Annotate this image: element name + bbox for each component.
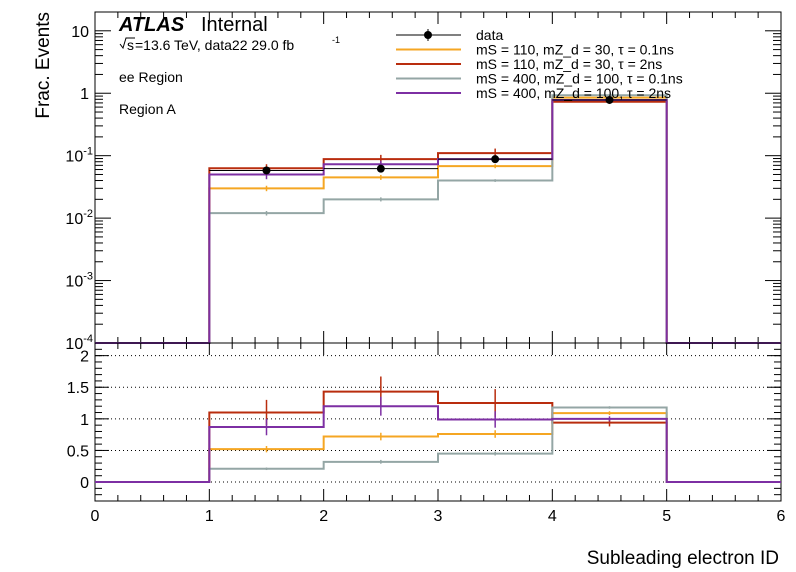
- annotations: ATLAS Internal s =13.6 TeV, data22 29.0 …: [118, 14, 340, 117]
- ratio-y-tick-label: 1: [80, 412, 89, 429]
- main-y-tick-label: 10-2: [65, 208, 93, 228]
- x-tick-label: 4: [548, 508, 557, 525]
- energy-s: s: [127, 37, 134, 53]
- main-y-tick-label: 10-1: [65, 146, 93, 166]
- x-tick-label: 6: [777, 508, 786, 525]
- main-series-line-0: [95, 96, 781, 344]
- x-tick-label: 2: [319, 508, 328, 525]
- ratio-series-line-3: [95, 405, 781, 484]
- ratio-y-tick-label: 0: [80, 475, 89, 492]
- x-tick-label: 1: [205, 508, 214, 525]
- main-y-tick-label: 10-3: [65, 271, 93, 291]
- sqrt-symbol: [119, 37, 135, 50]
- lumi-superscript: -1: [332, 35, 340, 45]
- legend-series-label-3: mS = 400, mZ_d = 100, τ = 2ns: [476, 85, 671, 101]
- legend-data-marker: [424, 31, 432, 39]
- legend-data-label: data: [476, 27, 503, 43]
- ratio-y-tick-label: 1.5: [67, 380, 89, 397]
- x-axis-label: Subleading electron ID: [587, 548, 779, 569]
- energy-text: =13.6 TeV, data22 29.0 fb: [135, 37, 294, 53]
- atlas-label: ATLAS: [118, 14, 185, 36]
- main-y-tick-label: 10: [71, 24, 89, 41]
- data-point: [491, 155, 500, 164]
- region-label-2: Region A: [119, 101, 176, 117]
- ratio-series-line-0: [95, 412, 781, 484]
- main-series-line-3: [95, 98, 781, 344]
- main-panel: 10 1 10-1 10-2 10-3 10-4: [65, 11, 782, 353]
- x-tick-label: 0: [91, 508, 100, 525]
- data-point: [376, 164, 385, 173]
- ratio-y-tick-label: 2: [80, 349, 89, 366]
- main-series-line-2: [95, 94, 781, 344]
- data-point: [262, 166, 271, 175]
- atlas-status: Internal: [201, 14, 268, 36]
- ratio-y-tick-label: 0.5: [67, 443, 89, 460]
- ratio-frame: [94, 342, 782, 502]
- legend-series-label-2: mS = 400, mZ_d = 100, τ = 0.1ns: [476, 71, 683, 87]
- region-label-1: ee Region: [119, 69, 183, 85]
- legend-series-label-0: mS = 110, mZ_d = 30, τ = 0.1ns: [476, 42, 674, 58]
- main-series-line-1: [95, 100, 781, 344]
- main-y-tick-label: 1: [80, 86, 89, 103]
- y-axis-label: Frac. Events: [33, 12, 54, 119]
- ratio-panel: 0 0.5 1 1.5 2 0 1 2 3 4 5 6: [67, 342, 786, 525]
- main-y-tick-label: 10-4: [65, 333, 93, 353]
- x-tick-label: 3: [434, 508, 443, 525]
- data-point: [605, 95, 614, 104]
- energy-lumi-label: s =13.6 TeV, data22 29.0 fb -1: [119, 35, 340, 53]
- legend-series-label-1: mS = 110, mZ_d = 30, τ = 2ns: [476, 56, 662, 72]
- x-tick-label: 5: [662, 508, 671, 525]
